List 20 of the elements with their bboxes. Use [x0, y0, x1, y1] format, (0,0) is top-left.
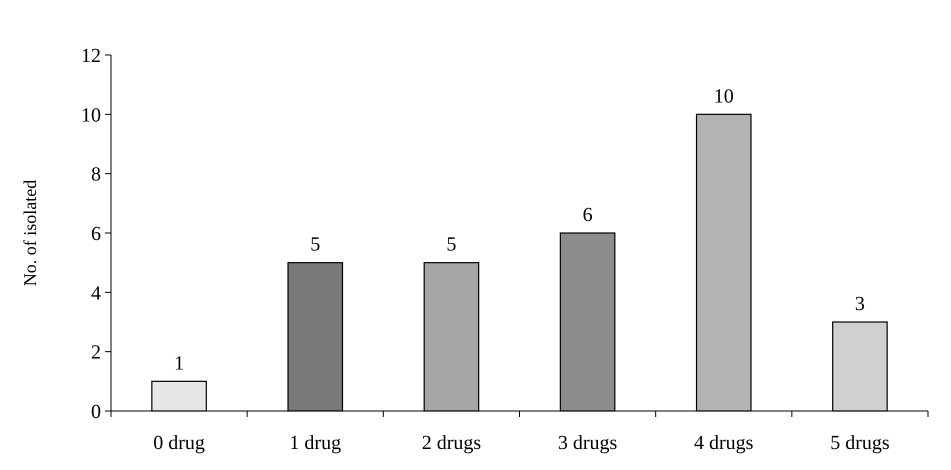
x-tick-label: 2 drugs	[422, 432, 482, 454]
data-label: 10	[714, 85, 734, 108]
x-tick-label: 5 drugs	[830, 432, 890, 454]
x-tick-label: 4 drugs	[694, 432, 754, 454]
data-label: 5	[446, 234, 456, 256]
y-tick-label: 8	[91, 164, 101, 186]
y-tick-label: 0	[91, 401, 101, 423]
data-label: 1	[174, 352, 184, 374]
y-axis-title: No. of isolated	[20, 180, 40, 286]
y-tick-label: 6	[91, 223, 101, 245]
x-tick-label: 0 drug	[153, 432, 205, 454]
y-tick-label: 10	[81, 104, 101, 126]
data-label: 3	[854, 293, 865, 315]
x-tick-label: 3 drugs	[558, 432, 618, 454]
data-label: 6	[582, 204, 593, 226]
data-label: 5	[310, 234, 320, 256]
y-tick-label: 12	[81, 45, 101, 67]
x-tick-label: 1 drug	[289, 432, 342, 454]
y-tick-label: 2	[91, 342, 101, 364]
y-tick-label: 4	[91, 282, 101, 304]
